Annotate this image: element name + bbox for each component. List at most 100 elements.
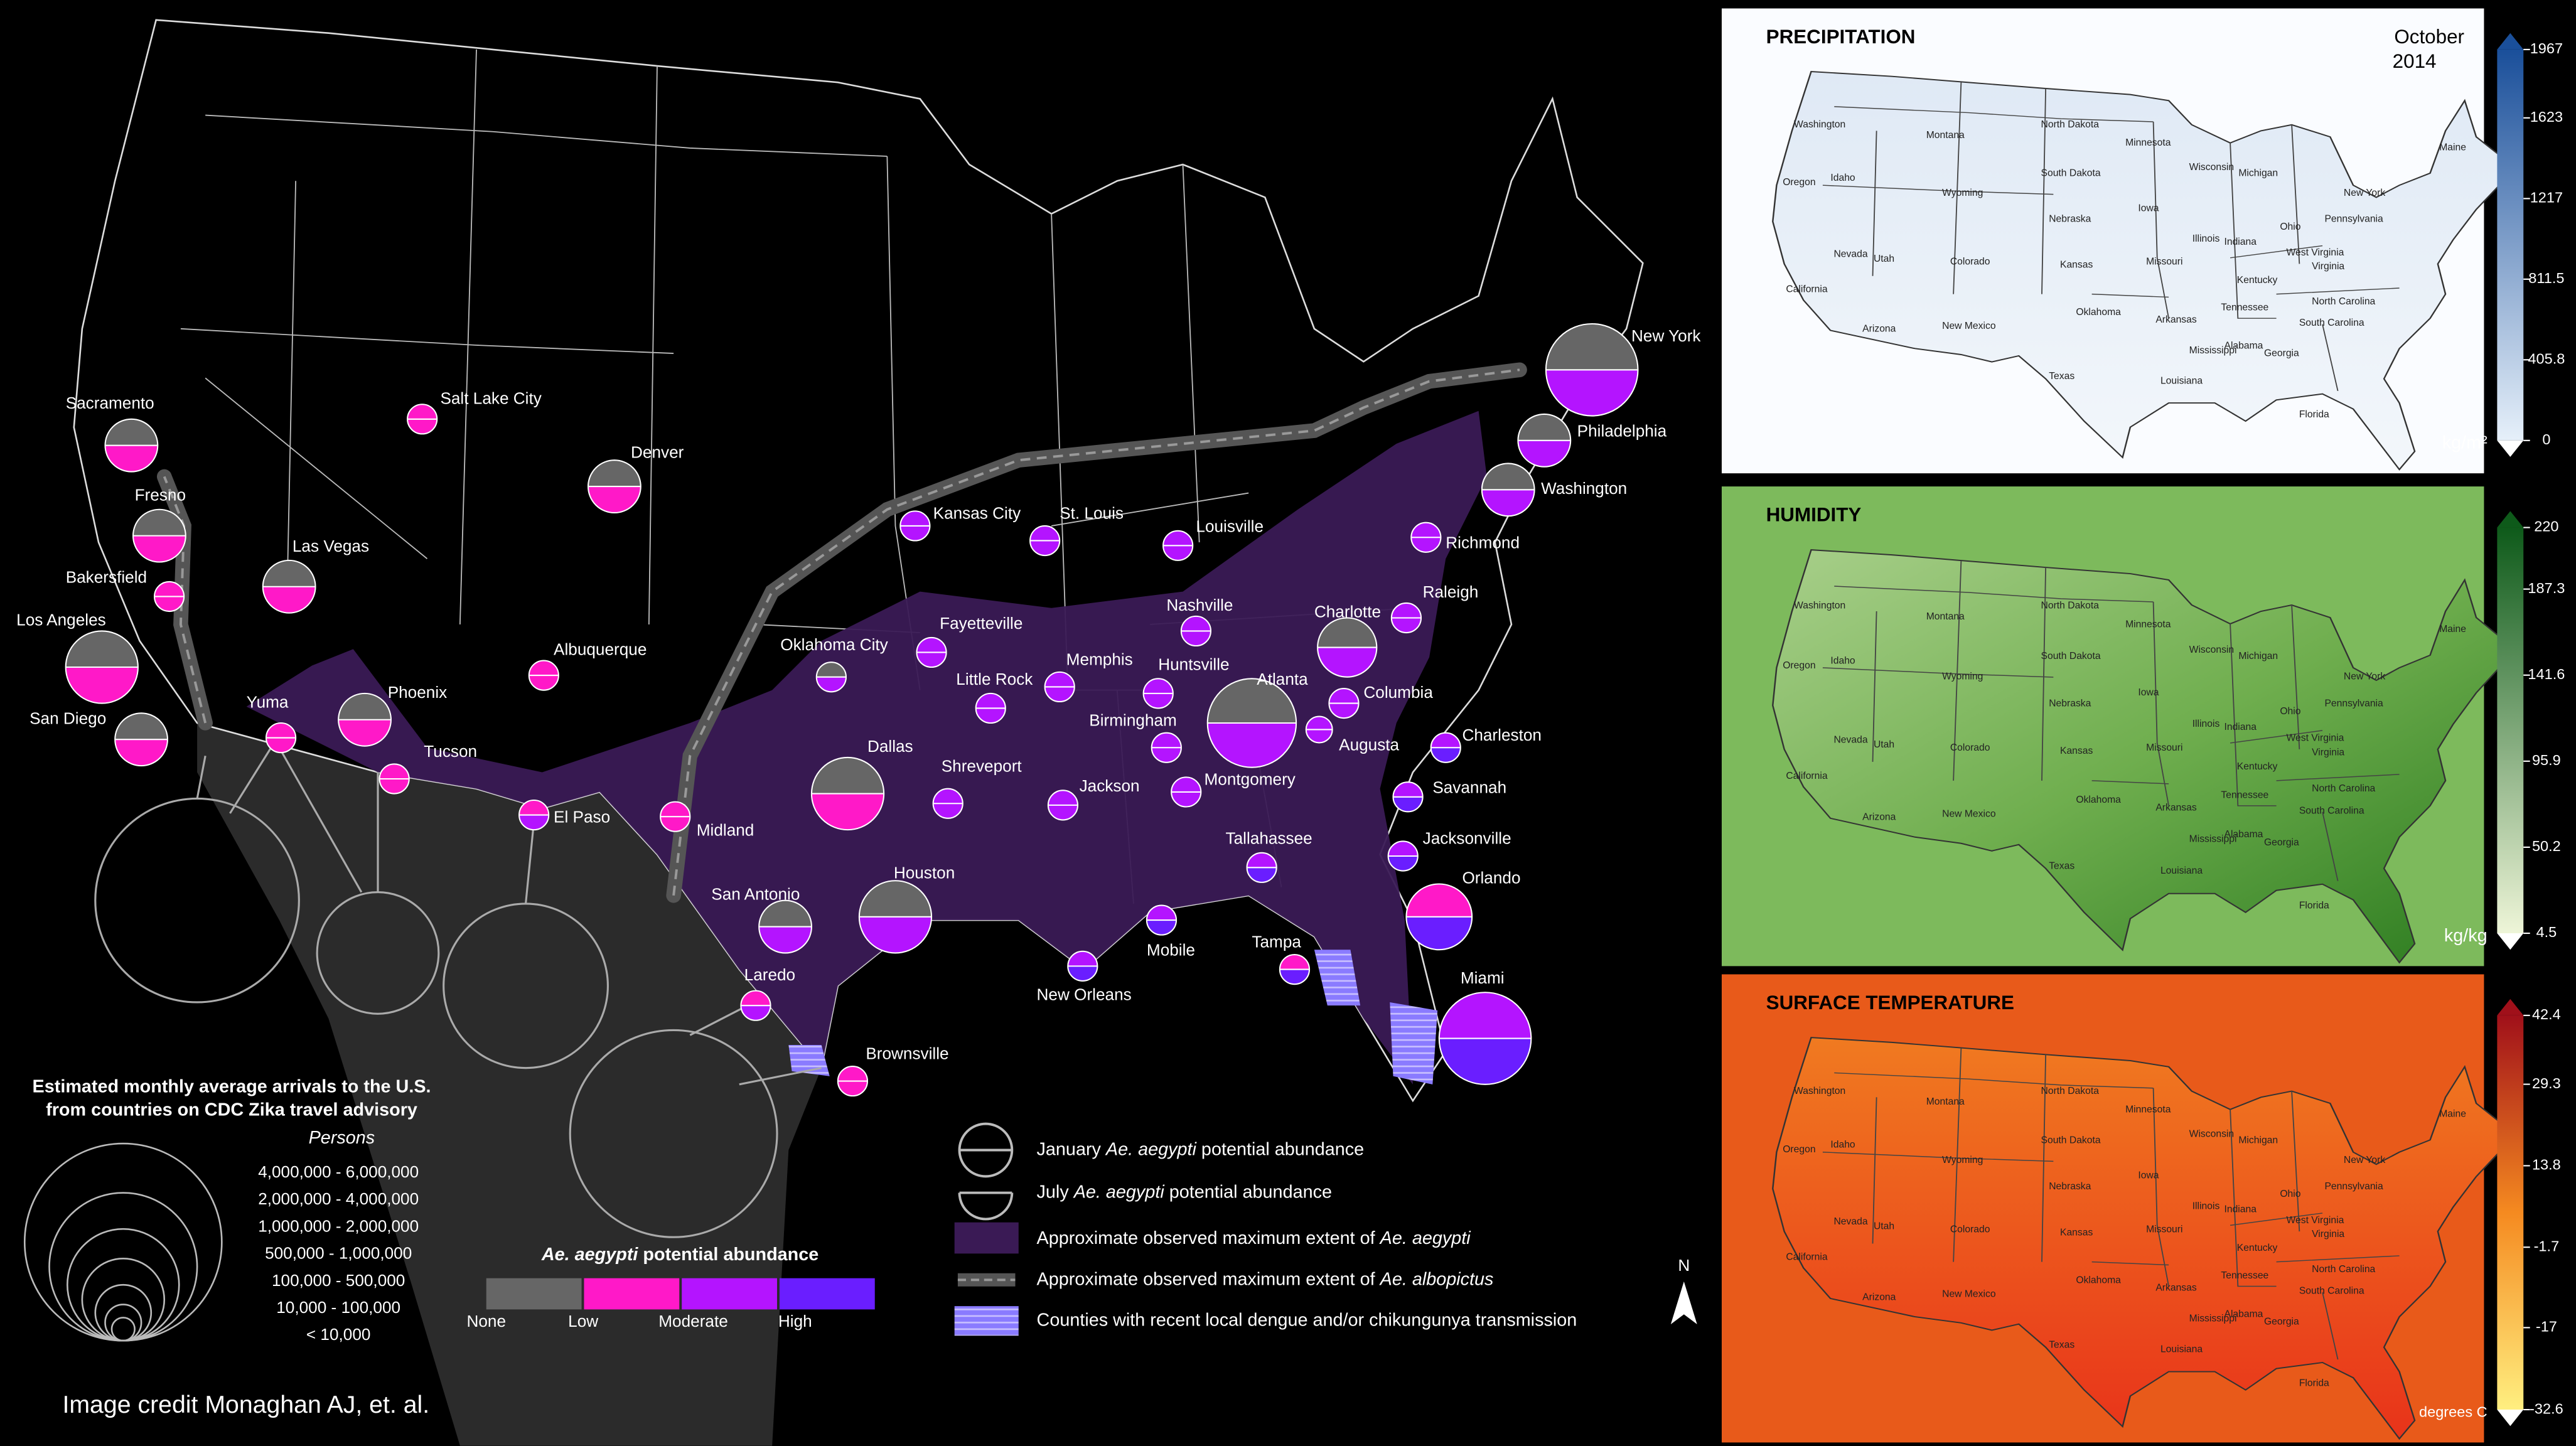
- city-january: [741, 990, 771, 1006]
- city-july: [1171, 791, 1201, 807]
- state-label: Arizona: [1862, 812, 1896, 823]
- state-label: Minnesota: [2125, 137, 2171, 148]
- colorbar-tick-label: 405.8: [2528, 351, 2565, 367]
- state-label: Georgia: [2264, 348, 2299, 359]
- city-july: [1391, 618, 1422, 633]
- colorbar: [2497, 527, 2524, 934]
- city-july: [588, 486, 641, 513]
- city-january: [900, 511, 930, 526]
- state-label: Colorado: [1950, 742, 1990, 753]
- legend-entry-text: Counties with recent local dengue and/or…: [1037, 1310, 1577, 1330]
- state-label: Montana: [1926, 1096, 1965, 1107]
- state-label: Wisconsin: [2189, 645, 2234, 655]
- city-july: [1247, 867, 1277, 882]
- state-label: New York: [2344, 188, 2385, 198]
- city-january: [859, 881, 932, 917]
- arrivals-bin: 4,000,000 - 6,000,000: [258, 1162, 419, 1181]
- city-label: Tampa: [1252, 933, 1301, 951]
- panel-map: [1772, 549, 2508, 964]
- legend-entry: July Ae. aegypti potential abundance: [1037, 1182, 1332, 1202]
- state-label: Alabama: [2224, 1309, 2263, 1319]
- city-label: Fayetteville: [940, 614, 1022, 633]
- state-label: Washington: [1794, 1086, 1845, 1096]
- city-july: [1439, 1038, 1532, 1084]
- abundance-swatch: [486, 1278, 582, 1310]
- state-label: Oklahoma: [2076, 795, 2121, 805]
- aegypti-extent: [246, 410, 1487, 1084]
- city-january: [816, 662, 846, 677]
- city-january: [266, 723, 296, 738]
- city-january: [1143, 678, 1173, 694]
- state-label: Washington: [1794, 119, 1845, 130]
- city-july: [759, 926, 812, 953]
- state-label: Mississippi: [2189, 834, 2237, 845]
- city-label: Little Rock: [956, 670, 1033, 688]
- state-label: Maine: [2439, 142, 2466, 153]
- state-label: West Virginia: [2287, 247, 2344, 258]
- city-label: Los Angeles: [16, 611, 106, 629]
- state-label: Kansas: [2060, 1227, 2093, 1238]
- abundance-level: High: [778, 1312, 812, 1331]
- legend-icon: [958, 1192, 1014, 1221]
- city-july: [105, 445, 158, 472]
- colorbar-tick-label: 811.5: [2528, 270, 2564, 286]
- state-label: New Mexico: [1942, 321, 1996, 331]
- credit: Image credit Monaghan AJ, et. al.: [62, 1391, 429, 1418]
- city-january: [65, 631, 138, 668]
- state-label: Oregon: [1783, 660, 1815, 671]
- state-label: Utah: [1874, 1221, 1894, 1232]
- city-july: [338, 719, 391, 746]
- city-label: Jacksonville: [1423, 829, 1511, 848]
- city-label: Huntsville: [1158, 655, 1229, 673]
- panel-borders: [1822, 1048, 2400, 1360]
- city-january: [1391, 602, 1422, 618]
- city-label: Philadelphia: [1577, 422, 1667, 441]
- city-july: [975, 708, 1006, 723]
- arrivals-circle: [110, 1317, 136, 1342]
- city-july: [1068, 966, 1098, 981]
- city-july: [1388, 856, 1418, 871]
- city-label: Denver: [631, 443, 684, 462]
- city-july: [837, 1081, 867, 1096]
- state-label: Idaho: [1830, 655, 1855, 666]
- city-label: Dallas: [867, 737, 913, 756]
- colorbar-tick-label: 29.3: [2532, 1075, 2561, 1091]
- city-january: [519, 800, 549, 815]
- colorbar-tick-label: 50.2: [2532, 838, 2561, 854]
- city-january: [1388, 841, 1418, 857]
- legend-entry: Approximate observed maximum extent of A…: [1037, 1228, 1472, 1248]
- city-label: Richmond: [1446, 533, 1520, 552]
- state-label: Indiana: [2224, 722, 2257, 732]
- state-label: Wisconsin: [2189, 162, 2234, 173]
- city-label: New York: [1631, 326, 1701, 345]
- state-label: Nevada: [1833, 1216, 1867, 1227]
- state-label: Kentucky: [2237, 275, 2278, 286]
- state-label: Kansas: [2060, 260, 2093, 270]
- state-label: North Carolina: [2312, 296, 2375, 307]
- city-january: [407, 404, 437, 419]
- city-january: [1146, 905, 1177, 921]
- state-label: Pennsylvania: [2324, 1181, 2383, 1192]
- city-july: [1306, 729, 1333, 743]
- state-label: Indiana: [2224, 237, 2257, 247]
- state-label: South Carolina: [2299, 805, 2364, 816]
- state-label: Kentucky: [2237, 1243, 2278, 1253]
- city-january: [1439, 992, 1532, 1039]
- city-label: San Antonio: [711, 885, 800, 904]
- city-january: [1207, 678, 1297, 723]
- arrivals-title: from countries on CDC Zika travel adviso…: [46, 1100, 417, 1120]
- state-label: Florida: [2299, 409, 2329, 420]
- colorbar-cap: [2497, 440, 2524, 457]
- state-label: Virginia: [2312, 747, 2344, 758]
- arrivals-bin: < 10,000: [306, 1325, 371, 1344]
- state-label: Oregon: [1783, 1144, 1815, 1155]
- panel-us: [1772, 70, 2508, 471]
- city-label: Augusta: [1339, 736, 1399, 754]
- city-january: [1247, 852, 1277, 868]
- colorbar-tick-label: 1217: [2530, 190, 2563, 206]
- city-label: Miami: [1461, 968, 1505, 987]
- legend-entry-text: Approximate observed maximum extent of: [1037, 1228, 1380, 1248]
- city-label: Washington: [1541, 479, 1627, 498]
- state-label: Texas: [2049, 371, 2074, 382]
- city-july: [1393, 796, 1423, 812]
